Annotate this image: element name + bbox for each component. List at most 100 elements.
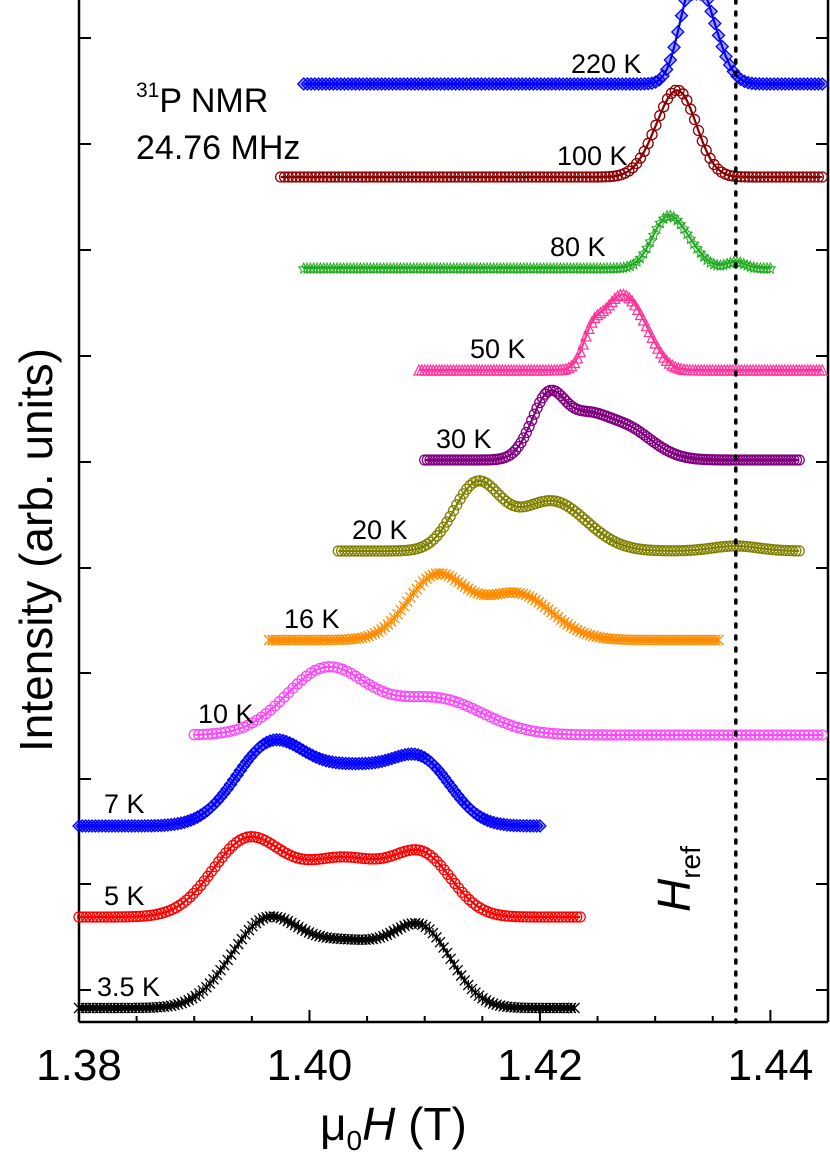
data-point (383, 171, 395, 183)
data-point (807, 729, 819, 741)
data-point (789, 171, 801, 183)
data-point (579, 514, 591, 526)
data-point (241, 831, 253, 843)
data-point (576, 171, 589, 183)
data-point (440, 775, 455, 789)
data-point (184, 813, 198, 828)
data-point (177, 815, 192, 830)
data-point (740, 729, 752, 741)
data-point (712, 163, 724, 175)
data-point (427, 852, 440, 864)
data-point (510, 171, 523, 183)
data-point (76, 911, 89, 923)
data-point (325, 171, 337, 183)
data-point (429, 171, 442, 183)
data-point (788, 454, 800, 466)
data-point (790, 454, 803, 466)
data-point (646, 331, 659, 343)
data-point (754, 171, 766, 183)
x-tick-label: 1.38 (36, 1041, 122, 1090)
data-point (441, 171, 453, 183)
data-point (565, 728, 577, 741)
data-point (790, 545, 802, 557)
data-point (617, 288, 630, 301)
data-point (665, 87, 678, 100)
series-20-k: 20 K (332, 475, 805, 557)
data-point (435, 454, 447, 466)
data-point (650, 119, 662, 131)
reference-label-main: H (648, 878, 700, 912)
series-80-k: 80 K (297, 209, 777, 275)
data-point (740, 258, 754, 271)
data-point (323, 852, 336, 864)
data-point (559, 362, 572, 375)
data-point (495, 171, 507, 183)
data-point (456, 454, 468, 466)
spectra-series: 220 K 100 K 80 K 50 K 30 K 20 K 16 K 10 K 7 K 5 K… (72, 0, 830, 1014)
data-point (640, 319, 653, 332)
data-point (184, 891, 196, 903)
data-point (387, 171, 399, 183)
data-point (700, 0, 715, 7)
y-axis-ticks (79, 37, 828, 991)
data-point (421, 691, 434, 703)
data-point (538, 727, 550, 739)
data-point (445, 454, 458, 466)
data-point (767, 729, 779, 741)
frequency-label: 24.76 MHz (136, 129, 300, 167)
data-point (233, 763, 248, 778)
data-point (444, 510, 456, 523)
data-point (745, 454, 757, 466)
data-point (647, 228, 660, 241)
data-point (713, 729, 725, 741)
data-point (571, 911, 583, 923)
data-point (216, 786, 231, 801)
series-label: 7 K (104, 789, 145, 819)
data-point (418, 171, 430, 183)
data-point (414, 749, 429, 763)
data-point (722, 57, 737, 72)
data-point (747, 260, 760, 274)
data-point (574, 345, 587, 358)
data-point (381, 752, 396, 767)
data-point (239, 754, 254, 769)
data-point (592, 729, 604, 741)
data-point (390, 689, 402, 701)
data-point (432, 454, 444, 466)
data-point (785, 454, 797, 466)
data-point (452, 171, 465, 183)
x-tick-label: 1.40 (267, 1041, 353, 1090)
data-point (314, 662, 326, 675)
data-point (359, 852, 372, 865)
data-point (721, 454, 733, 466)
data-point (750, 171, 763, 183)
data-point (749, 729, 761, 741)
data-point (449, 171, 461, 183)
data-point (692, 124, 705, 137)
data-point (685, 103, 697, 115)
data-point (356, 852, 368, 864)
data-point (816, 171, 828, 183)
x-axis-title-sub: 0 (347, 1125, 363, 1156)
data-point (429, 454, 442, 466)
data-point (574, 911, 586, 923)
data-point (447, 505, 460, 517)
data-point (213, 790, 228, 805)
data-point (483, 171, 496, 183)
data-point (774, 454, 787, 466)
data-point (750, 454, 763, 466)
data-point (677, 729, 689, 741)
data-point (713, 634, 724, 646)
series-label: 3.5 K (97, 972, 160, 1002)
x-tick-label: 1.42 (497, 1041, 583, 1090)
data-point (409, 844, 422, 856)
data-point (650, 729, 662, 741)
data-point (699, 729, 712, 741)
data-point (762, 171, 774, 183)
series-50-k: 50 K (412, 288, 829, 376)
data-point (569, 1002, 580, 1014)
data-point (476, 171, 488, 183)
data-point (777, 454, 789, 466)
data-point (746, 171, 759, 183)
data-point (411, 747, 426, 762)
